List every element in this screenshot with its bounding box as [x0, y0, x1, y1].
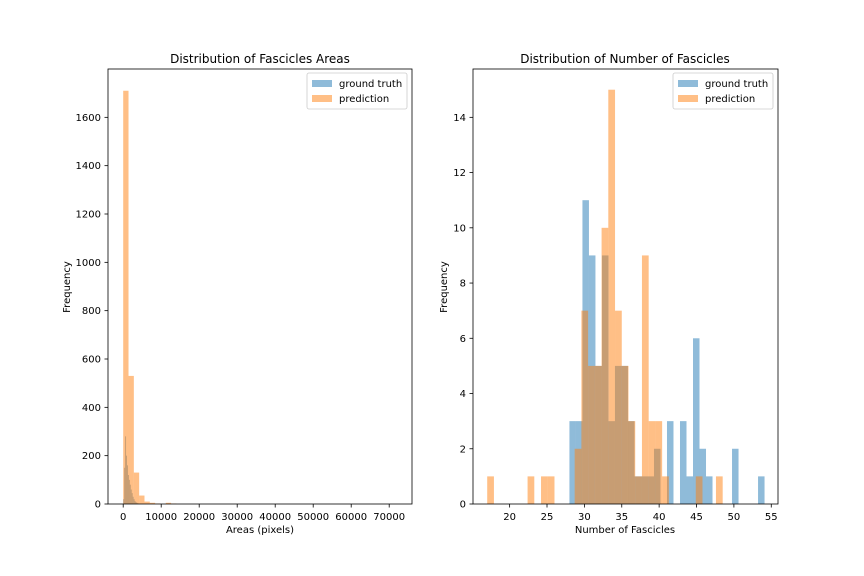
y-tick-label: 6 — [460, 334, 466, 345]
x-tick-label: 50 — [728, 512, 741, 523]
legend-swatch — [312, 95, 332, 102]
bar — [541, 476, 548, 504]
series-prediction — [123, 90, 177, 504]
bar — [662, 476, 669, 504]
y-tick-label: 600 — [82, 355, 101, 366]
y-tick-label: 12 — [453, 168, 466, 179]
bar — [574, 448, 582, 504]
x-tick-label: 30 — [578, 512, 591, 523]
bar — [693, 338, 700, 504]
bar — [133, 472, 140, 504]
bar — [608, 89, 616, 504]
series-prediction — [487, 89, 723, 505]
y-axis-label: Frequency — [62, 261, 73, 313]
bar — [758, 476, 765, 504]
x-tick-label: 20000 — [183, 512, 215, 523]
bar — [594, 365, 602, 504]
bar — [615, 310, 622, 504]
x-tick-label: 55 — [765, 512, 778, 523]
legend-swatch — [678, 95, 698, 102]
y-tick-label: 0 — [460, 500, 466, 511]
bar — [706, 476, 713, 504]
chart-title: Distribution of Fascicles Areas — [170, 52, 350, 66]
y-tick-label: 1200 — [76, 210, 101, 221]
bar — [144, 501, 150, 504]
x-axis-label: Number of Fascicles — [575, 525, 675, 536]
y-tick-label: 800 — [82, 306, 101, 317]
x-tick-label: 35 — [615, 512, 628, 523]
y-tick-label: 10 — [453, 223, 466, 234]
bar — [715, 476, 723, 504]
areas-histogram: Distribution of Fascicles Areas Areas (p… — [62, 52, 413, 536]
bar — [569, 421, 576, 504]
y-tick-label: 2 — [460, 444, 466, 455]
plot-frame — [472, 68, 779, 505]
x-tick-label: 0 — [120, 512, 126, 523]
y-axis-label: Frequency — [439, 261, 450, 313]
bar — [666, 421, 674, 504]
bar — [732, 448, 739, 504]
y-tick-label: 1400 — [76, 161, 101, 172]
bar — [123, 90, 129, 504]
y-tick-label: 1600 — [76, 113, 101, 124]
bar — [487, 476, 494, 504]
y-tick-label: 14 — [453, 113, 466, 124]
bar — [635, 476, 642, 504]
x-tick-label: 30000 — [221, 512, 253, 523]
x-tick-label: 45 — [690, 512, 703, 523]
x-tick-label: 70000 — [373, 512, 405, 523]
x-tick-label: 40 — [653, 512, 666, 523]
bar — [165, 502, 172, 504]
legend: ground truth prediction — [306, 72, 408, 110]
fascicle-count-histogram: Distribution of Number of Fascicles Numb… — [439, 52, 779, 536]
legend: ground truth prediction — [672, 72, 774, 110]
y-tick-label: 200 — [82, 451, 101, 462]
bar — [679, 421, 687, 504]
legend-label: ground truth — [339, 79, 402, 90]
y-tick-label: 8 — [460, 279, 466, 290]
bar — [648, 421, 656, 504]
bar — [655, 421, 663, 504]
legend-label: prediction — [705, 94, 755, 105]
y-tick-label: 4 — [460, 389, 466, 400]
x-tick-label: 50000 — [297, 512, 329, 523]
bar — [695, 476, 703, 504]
y-tick-label: 400 — [82, 403, 101, 414]
x-tick-label: 25 — [541, 512, 554, 523]
x-axis-label: Areas (pixels) — [226, 525, 294, 536]
legend-swatch — [312, 80, 332, 87]
bar — [128, 375, 134, 504]
x-tick-label: 20 — [503, 512, 516, 523]
plot-frame — [107, 68, 413, 505]
bar — [686, 476, 694, 504]
x-tick-label: 10000 — [145, 512, 177, 523]
bar — [628, 421, 636, 504]
legend-label: prediction — [339, 94, 389, 105]
bar — [581, 310, 589, 504]
bar — [621, 365, 629, 504]
legend-swatch — [678, 80, 698, 87]
legend-label: ground truth — [705, 79, 768, 90]
bar — [601, 227, 609, 505]
bar — [527, 476, 535, 504]
bar — [699, 448, 707, 504]
y-tick-label: 1000 — [76, 258, 101, 269]
bar — [149, 502, 156, 504]
bar — [547, 476, 555, 504]
x-tick-label: 60000 — [335, 512, 367, 523]
chart-title: Distribution of Number of Fascicles — [520, 52, 730, 66]
bar — [588, 365, 595, 504]
y-tick-label: 0 — [95, 500, 101, 511]
x-tick-label: 40000 — [259, 512, 291, 523]
bar — [139, 495, 145, 504]
bar — [641, 255, 649, 504]
